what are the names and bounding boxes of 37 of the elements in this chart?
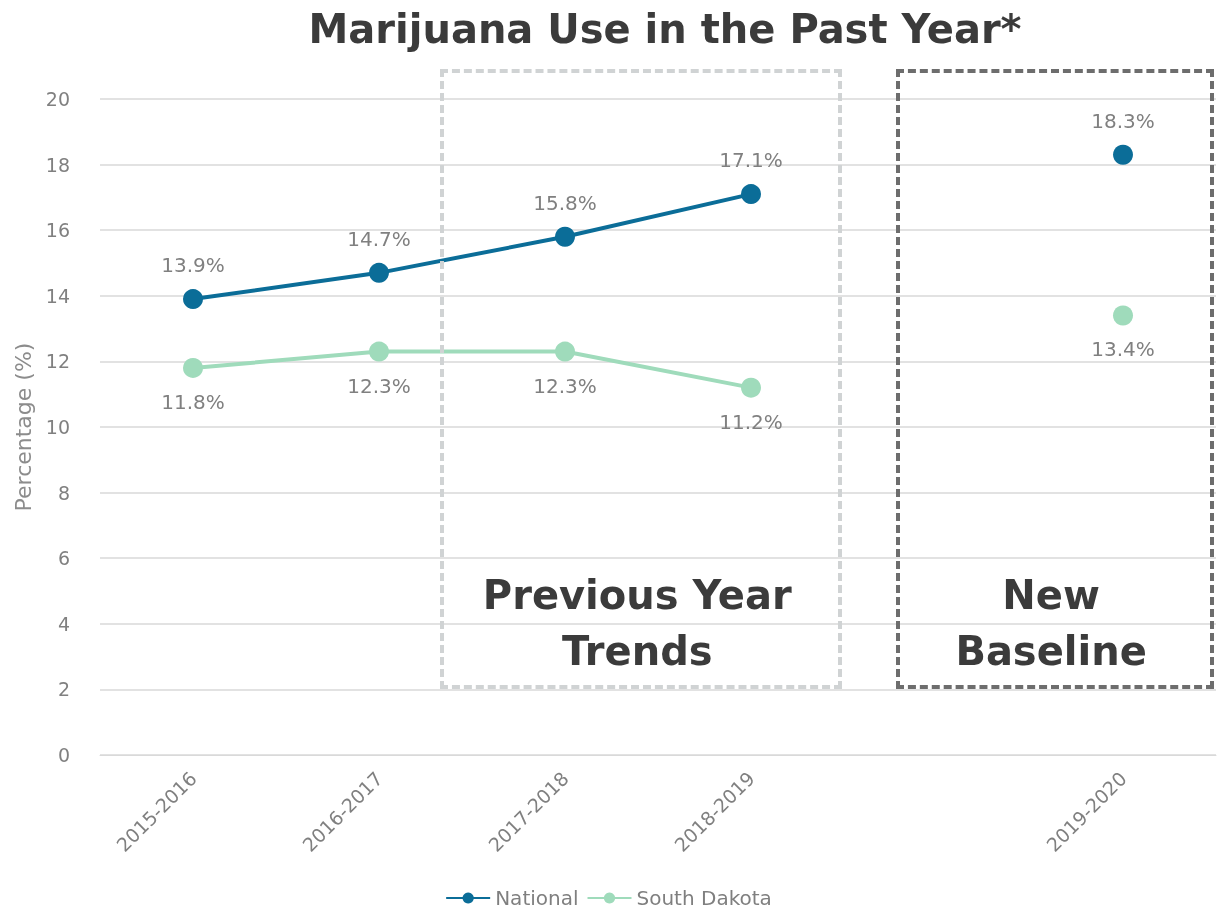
data-label: 12.3% [533,373,597,398]
data-label: 17.1% [719,148,783,173]
legend-label: South Dakota [636,886,772,910]
point [1113,305,1133,326]
data-label: 13.4% [1091,337,1155,362]
legend-label: National [495,886,579,910]
y-tick-label: 14 [45,284,70,307]
y-tick-label: 8 [57,481,70,504]
y-tick-label: 10 [45,416,70,438]
data-label: 18.3% [1091,108,1155,133]
annotation: New Baseline [954,571,1148,677]
y-tick-label: 2 [57,678,70,701]
data-label: 13.9% [161,253,225,278]
point [183,357,203,378]
data-label: 11.8% [161,389,225,414]
annotation: Previous Year Trends [481,571,793,677]
y-tick-label: 18 [45,153,70,176]
point [741,184,761,205]
y-tick-label: 12 [45,350,70,373]
point [183,289,203,310]
data-label: 15.8% [533,190,597,215]
data-label: 12.3% [347,373,411,398]
point [741,377,761,398]
y-tick-label: 16 [45,219,70,242]
point [555,341,575,362]
data-label: 11.2% [719,409,783,434]
point [555,226,575,247]
y-tick-label: 6 [57,547,70,570]
y-axis-title: Percentage (%) [11,342,37,512]
chart-title: Marijuana Use in the Past Year* [308,6,1022,52]
point [1113,144,1133,165]
y-tick-label: 4 [57,612,70,635]
y-tick-label: 0 [57,744,70,766]
point [369,262,389,283]
point [369,341,389,362]
data-label: 14.7% [347,226,411,251]
y-tick-label: 20 [45,88,70,110]
